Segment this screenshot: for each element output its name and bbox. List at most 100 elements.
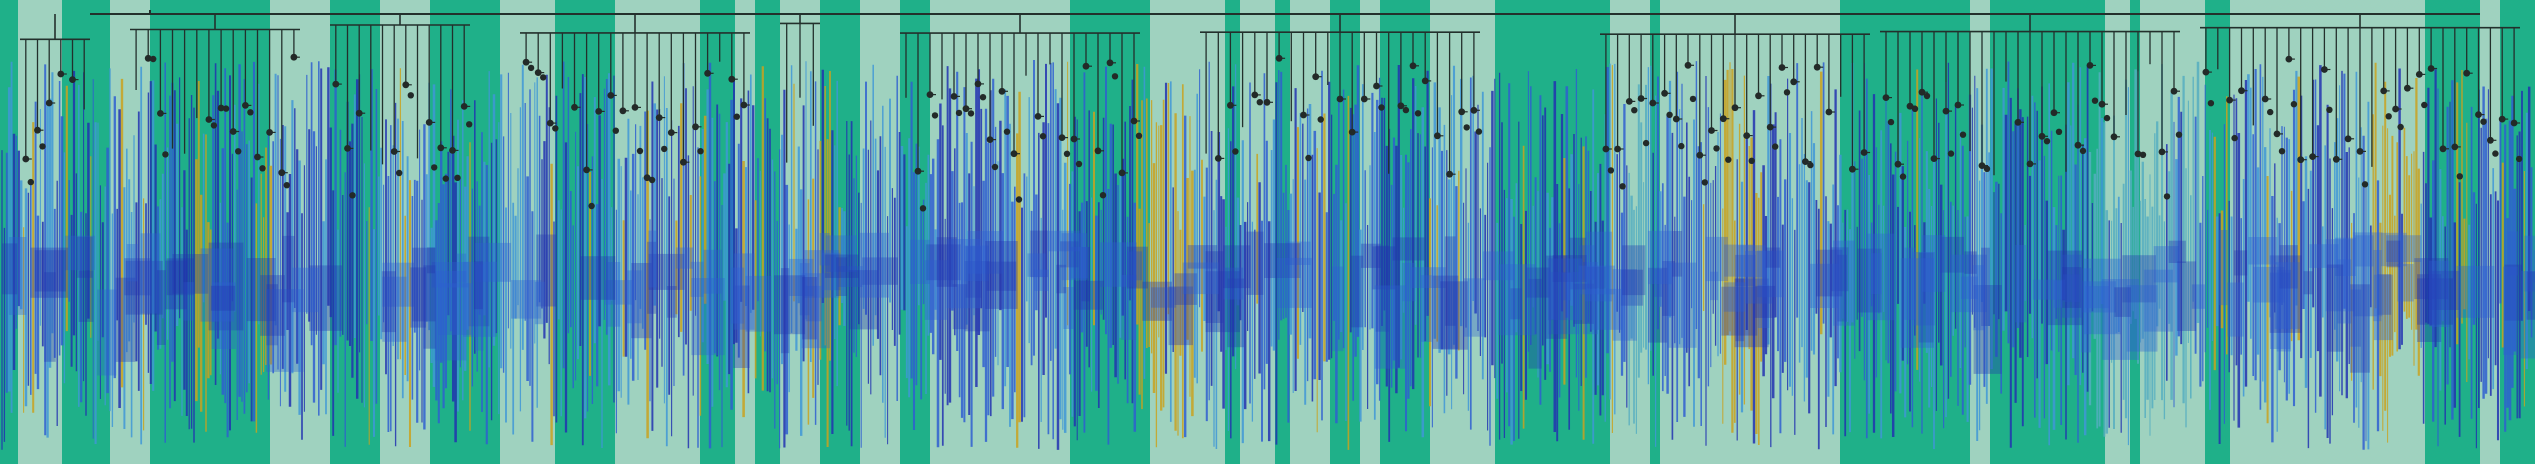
leaf-cluster — [2168, 240, 2186, 263]
leaf-cluster — [1662, 261, 1675, 316]
leaf-cluster — [1463, 278, 1486, 337]
leaf-cluster — [1981, 247, 1990, 326]
leaf-cluster — [1973, 285, 2002, 374]
leaf-cluster — [1510, 288, 1522, 320]
leaf-cluster — [1063, 287, 1074, 329]
node-marker — [2297, 156, 2305, 164]
leaf-cluster — [910, 239, 930, 284]
node-marker — [1813, 63, 1821, 71]
leaf-cluster — [1482, 251, 1515, 281]
leaf-cluster — [1904, 247, 1916, 320]
node-marker — [636, 147, 644, 155]
leaf-cluster — [801, 273, 830, 349]
node-marker — [643, 174, 651, 182]
node-marker — [540, 74, 547, 81]
node-marker — [1378, 104, 1385, 111]
leaf-cluster — [2227, 282, 2244, 337]
node-marker — [1911, 105, 1919, 113]
leaf-cluster — [1710, 271, 1719, 301]
node-marker — [1446, 170, 1453, 178]
leaf-cluster — [1647, 230, 1673, 285]
leaf-cluster — [647, 241, 657, 314]
leaf-cluster — [511, 280, 542, 319]
leaf-cluster — [1182, 262, 1219, 295]
leaf-cluster — [1264, 243, 1301, 278]
node-marker — [2103, 114, 2111, 122]
leaf-cluster — [1964, 251, 1977, 274]
leaf-cluster — [2114, 287, 2131, 317]
leaf-cluster — [1126, 246, 1148, 289]
leaf-cluster — [836, 257, 848, 296]
leaf-cluster — [626, 270, 642, 324]
leaf-cluster — [1738, 245, 1766, 278]
leaf-cluster — [862, 257, 898, 285]
leaf-cluster — [946, 239, 982, 309]
leaf-cluster — [1586, 266, 1606, 289]
node-marker — [2332, 155, 2340, 163]
leaf-cluster — [2337, 259, 2352, 324]
leaf-cluster — [1099, 242, 1137, 287]
leaf-cluster — [382, 262, 414, 307]
leaf-cluster — [2032, 279, 2066, 300]
node-marker — [2026, 160, 2034, 168]
leaf-branches — [1, 60, 2535, 450]
node-marker — [667, 129, 675, 137]
node-marker — [1719, 115, 1727, 123]
leaf-cluster — [1285, 241, 1311, 265]
node-marker — [1684, 61, 1692, 69]
node-marker — [454, 174, 461, 181]
leaf-cluster — [2218, 230, 2228, 306]
leaf-cluster — [1392, 237, 1425, 261]
node-marker — [1849, 165, 1856, 173]
leaf-cluster — [1612, 269, 1637, 341]
leaf-cluster — [1223, 267, 1244, 300]
node-marker — [2139, 151, 2147, 158]
leaf-cluster — [2335, 237, 2356, 276]
leaf-cluster — [819, 233, 830, 266]
node-marker — [1701, 179, 1709, 186]
leaf-cluster — [985, 241, 1018, 309]
node-marker — [1414, 110, 1422, 117]
leaf-cluster — [1410, 267, 1446, 288]
node-marker — [1930, 155, 1938, 163]
leaf-cluster — [211, 282, 236, 349]
leaf-cluster — [926, 244, 961, 281]
leaf-cluster — [1757, 250, 1784, 298]
leaf-cluster — [140, 233, 161, 314]
node-marker — [437, 144, 445, 152]
node-marker — [2344, 135, 2352, 143]
node-marker — [1118, 169, 1126, 177]
leaf-cluster — [2524, 235, 2535, 292]
leaf-cluster — [804, 250, 840, 298]
leaf-cluster — [115, 277, 136, 362]
node-marker — [552, 125, 559, 132]
leaf-cluster — [473, 261, 483, 310]
node-marker — [349, 192, 356, 199]
leaf-cluster — [964, 261, 990, 332]
leaf-cluster — [44, 272, 56, 362]
leaf-cluster — [986, 261, 1017, 291]
leaf-cluster — [260, 275, 285, 336]
node-marker — [1135, 132, 1143, 139]
leaf-cluster — [64, 235, 95, 271]
leaf-cluster — [2456, 265, 2495, 318]
node-marker — [2074, 141, 2082, 149]
node-marker — [2487, 136, 2494, 144]
leaf-cluster — [1528, 278, 1542, 369]
node-marker — [205, 116, 213, 123]
node-marker — [229, 128, 237, 135]
node-marker — [2055, 128, 2063, 135]
leaf-cluster — [8, 237, 27, 315]
leaf-cluster — [802, 277, 818, 340]
leaf-cluster — [1654, 269, 1663, 297]
leaf-cluster — [1973, 265, 1985, 331]
leaf-cluster — [2084, 258, 2121, 335]
node-marker — [1666, 111, 1673, 119]
node-marker — [1463, 124, 1470, 131]
node-marker — [2392, 105, 2400, 113]
node-marker — [919, 205, 927, 212]
node-marker — [2510, 119, 2518, 127]
node-marker — [2427, 65, 2435, 72]
leaf-cluster — [924, 260, 949, 320]
